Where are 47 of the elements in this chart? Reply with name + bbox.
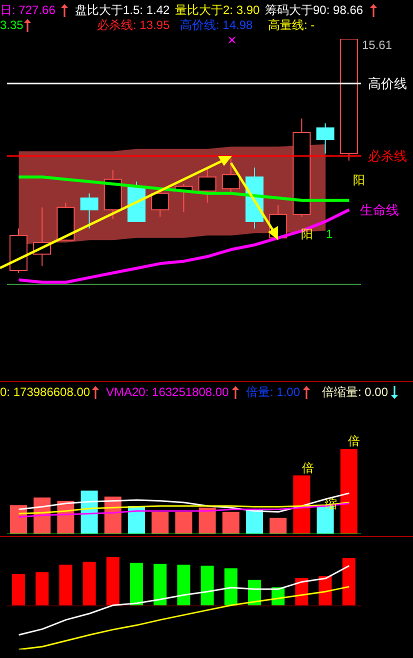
text: 盘比大于1.5: 1.42 xyxy=(75,3,170,17)
bar xyxy=(342,558,356,606)
text: 倍 xyxy=(348,434,360,448)
candlestick xyxy=(198,167,216,204)
bar xyxy=(154,564,167,606)
bar xyxy=(198,508,216,534)
candlestick xyxy=(222,158,240,194)
annotation: 倍 xyxy=(302,461,314,475)
bar xyxy=(12,574,26,606)
text: 3.35 xyxy=(0,18,24,32)
text: 15.61 xyxy=(362,38,392,52)
text: 0: 173986608.00 xyxy=(0,385,90,399)
bar xyxy=(246,510,263,534)
bar xyxy=(36,572,49,606)
series-label: 生命线 xyxy=(360,204,400,220)
text: 量比大于2: 3.90 xyxy=(175,3,260,17)
bar xyxy=(222,512,240,534)
bar xyxy=(177,564,190,606)
bar xyxy=(10,505,27,534)
candlestick xyxy=(80,193,98,230)
annotation: 缩 xyxy=(325,497,337,511)
text: 必杀线: 13.95 xyxy=(97,18,170,32)
ref-line-label: 必杀线 xyxy=(368,150,407,165)
annotation: 阳 xyxy=(353,173,365,187)
annotation: 阳 xyxy=(301,227,313,241)
candlestick xyxy=(316,123,334,154)
text: VMA20: 163251808.00 xyxy=(106,385,229,399)
ref-line-label: 高价线 xyxy=(368,76,407,92)
bar xyxy=(224,568,238,606)
text: 日: 727.66 xyxy=(0,3,56,17)
bar xyxy=(82,562,96,606)
text: 倍缩量: 0.00 xyxy=(322,385,388,399)
bar xyxy=(270,518,287,534)
text: 筹码大于90: 98.66 xyxy=(265,3,364,17)
text: 倍量: 1.00 xyxy=(246,385,300,399)
bar xyxy=(59,564,72,606)
bar xyxy=(293,476,310,534)
annotation: 1 xyxy=(326,227,333,241)
bar xyxy=(152,512,169,534)
bar xyxy=(130,562,144,606)
bar xyxy=(106,557,120,606)
text: 高价线: 14.98 xyxy=(180,18,253,32)
bar xyxy=(200,566,214,606)
bar xyxy=(175,512,192,534)
bar xyxy=(340,449,358,534)
candlestick xyxy=(151,190,170,218)
text: 高量线: - xyxy=(268,18,315,32)
